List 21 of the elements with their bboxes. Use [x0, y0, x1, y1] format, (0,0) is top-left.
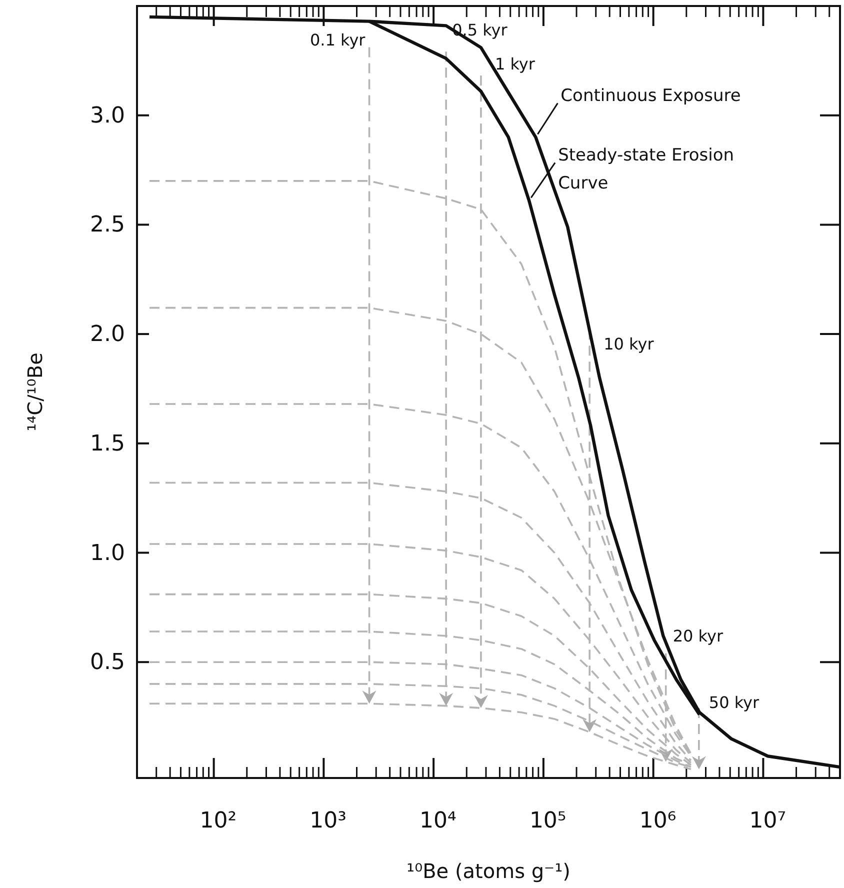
- annotation: 1 kyr: [494, 54, 536, 74]
- x-tick-label: 10⁴: [420, 808, 457, 834]
- annotation: 50 kyr: [708, 693, 760, 712]
- y-tick-label: 1.5: [90, 431, 125, 456]
- y-tick-label: 3.0: [90, 103, 125, 128]
- legend-label: Steady-state Erosion Curve: [558, 146, 734, 194]
- x-tick-label: 10⁷: [749, 808, 786, 834]
- x-axis-title: ¹⁰Be (atoms g⁻¹): [406, 859, 570, 883]
- annotation: 10 kyr: [604, 334, 654, 354]
- y-axis-title: ¹⁴C/¹⁰Be: [23, 352, 47, 432]
- annotation: 0.1 kyr: [310, 30, 366, 50]
- text: Continuous Exposure: [560, 86, 741, 106]
- x-tick-label: 10⁶: [639, 808, 676, 834]
- y-tick-label: 2.5: [90, 212, 125, 238]
- x-tick-label: 10²: [200, 808, 237, 834]
- y-tick-label: 2.0: [90, 322, 125, 348]
- y-tick-label: 1.0: [90, 540, 125, 566]
- y-tick-label: 0.5: [90, 650, 125, 676]
- x-tick-label: 10⁵: [529, 808, 566, 834]
- annotation: 20 kyr: [672, 626, 724, 646]
- x-tick-label: 10³: [310, 808, 347, 834]
